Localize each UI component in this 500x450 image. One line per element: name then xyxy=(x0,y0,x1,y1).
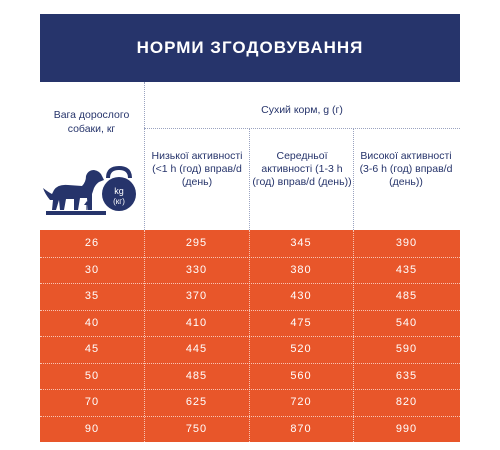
high-activity-cell: 820 xyxy=(395,396,418,408)
medium-activity-cell: 345 xyxy=(290,237,312,249)
medium-activity-cell: 430 xyxy=(290,290,312,302)
high-activity-cell: 485 xyxy=(395,290,418,302)
low-activity-header: Низької активності (<1 h (год) вправ/d (… xyxy=(151,150,243,188)
kettlebell-kg: kg xyxy=(114,186,124,196)
low-activity-cell: 295 xyxy=(185,237,208,249)
weight-header-cell: Вага дорослого собаки, кг kg (кг) xyxy=(40,82,143,230)
row-divider xyxy=(40,283,460,284)
table-title: НОРМИ ЗГОДОВУВАННЯ xyxy=(40,14,460,82)
dog-scale-illustration: kg (кг) xyxy=(42,164,142,220)
dog-icon xyxy=(43,170,104,210)
medium-activity-cell: 380 xyxy=(290,263,312,276)
arrow-up-icon xyxy=(84,201,90,210)
header-divider xyxy=(144,128,460,129)
weight-cell: 30 xyxy=(84,263,100,276)
low-activity-cell: 370 xyxy=(185,290,208,302)
header-col-divider xyxy=(144,82,145,230)
table-header: Вага дорослого собаки, кг kg (кг) xyxy=(40,82,460,230)
header-col-divider xyxy=(353,128,354,230)
low-activity-cell: 445 xyxy=(185,343,208,355)
row-divider xyxy=(40,256,460,258)
low-activity-cell: 625 xyxy=(185,396,208,408)
row-divider xyxy=(40,336,460,337)
table-row: 50 485 560 635 xyxy=(40,363,460,390)
kettlebell-kg-ua: (кг) xyxy=(113,197,125,206)
scale-icon xyxy=(46,211,106,215)
row-divider xyxy=(40,389,460,390)
table-row: 30 330 380 435 xyxy=(40,257,460,284)
medium-activity-cell: 720 xyxy=(290,396,312,408)
weight-cell: 90 xyxy=(84,422,100,435)
medium-activity-header: Середньої активності (1-3 h (год) вправ/… xyxy=(252,150,352,188)
medium-activity-cell: 475 xyxy=(290,316,312,329)
low-activity-cell: 330 xyxy=(185,263,208,276)
row-divider xyxy=(40,309,460,311)
weight-cell: 70 xyxy=(84,396,100,408)
high-activity-cell: 540 xyxy=(395,316,418,329)
high-activity-cell: 590 xyxy=(395,343,418,355)
weight-cell: 26 xyxy=(84,237,100,249)
feeding-table: НОРМИ ЗГОДОВУВАННЯ Вага дорослого собаки… xyxy=(40,14,460,442)
weight-cell: 50 xyxy=(84,369,100,382)
weight-cell: 40 xyxy=(84,316,100,329)
table-body: 26 295 345 390 30 330 380 435 35 370 430 485 40 410 47… xyxy=(40,230,460,442)
high-activity-cell: 990 xyxy=(395,422,418,435)
high-activity-header: Високої активності (3-6 h (год) вправ/d … xyxy=(359,150,453,188)
table-row: 90 750 870 990 xyxy=(40,416,460,443)
table-row: 40 410 475 540 xyxy=(40,310,460,337)
medium-activity-cell: 870 xyxy=(290,422,312,435)
high-activity-cell: 390 xyxy=(395,237,418,249)
low-activity-cell: 750 xyxy=(185,422,208,435)
table-row: 70 625 720 820 xyxy=(40,389,460,416)
kettlebell-icon: kg (кг) xyxy=(102,165,136,211)
low-activity-cell: 410 xyxy=(185,316,208,329)
table-row: 35 370 430 485 xyxy=(40,283,460,310)
dry-food-header: Сухий корм, g (г) xyxy=(261,104,343,116)
medium-activity-cell: 560 xyxy=(290,369,312,382)
medium-activity-cell: 520 xyxy=(290,343,312,355)
high-activity-cell: 635 xyxy=(395,369,418,382)
high-activity-cell: 435 xyxy=(395,263,418,276)
weight-cell: 35 xyxy=(84,290,100,302)
table-row: 26 295 345 390 xyxy=(40,230,460,257)
weight-cell: 45 xyxy=(84,343,100,355)
row-divider xyxy=(40,415,460,417)
low-activity-cell: 485 xyxy=(185,369,208,382)
table-row: 45 445 520 590 xyxy=(40,336,460,363)
row-divider xyxy=(40,362,460,364)
header-col-divider xyxy=(249,128,250,230)
weight-header: Вага дорослого собаки, кг xyxy=(53,109,130,135)
